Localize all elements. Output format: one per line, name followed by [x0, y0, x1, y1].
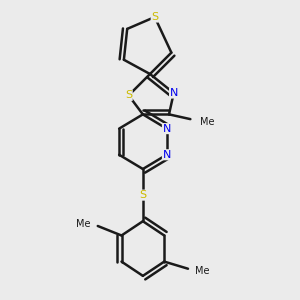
Text: S: S — [151, 12, 158, 22]
Text: Me: Me — [200, 116, 214, 127]
Text: S: S — [139, 190, 146, 200]
Text: N: N — [169, 88, 178, 98]
Text: N: N — [162, 150, 171, 160]
Text: N: N — [162, 124, 171, 134]
Text: Me: Me — [76, 219, 91, 229]
Text: S: S — [125, 90, 132, 100]
Text: Me: Me — [195, 266, 210, 276]
